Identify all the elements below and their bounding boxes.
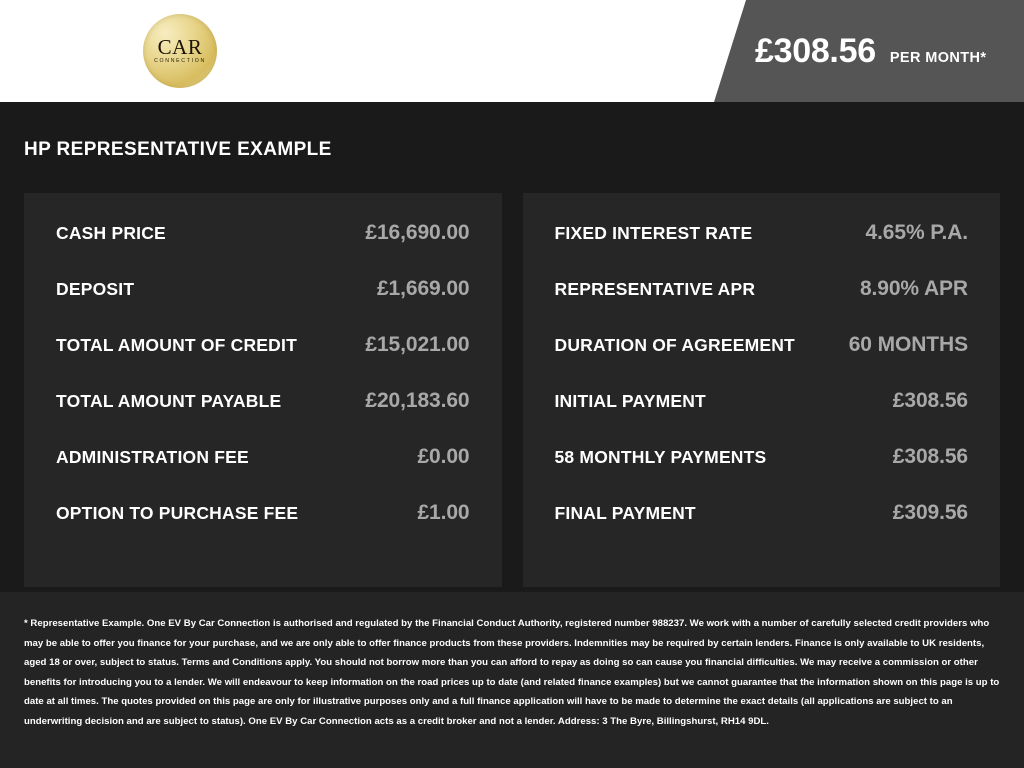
row-value: 4.65% P.A. (865, 221, 968, 244)
row-value: £309.56 (892, 501, 968, 524)
table-row: CASH PRICE £16,690.00 (56, 221, 470, 277)
page-header: CAR CONNECTION £308.56 PER MONTH* (0, 0, 1024, 102)
disclaimer-footer: * Representative Example. One EV By Car … (0, 592, 1024, 768)
finance-summary-left: CASH PRICE £16,690.00 DEPOSIT £1,669.00 … (24, 193, 502, 587)
row-value: £308.56 (892, 445, 968, 468)
row-value: £15,021.00 (365, 333, 470, 356)
row-value: £16,690.00 (365, 221, 470, 244)
monthly-price-period: PER MONTH* (889, 50, 987, 66)
table-row: OPTION TO PURCHASE FEE £1.00 (56, 501, 470, 557)
monthly-price-content: £308.56 PER MONTH* (755, 34, 986, 68)
logo-primary-text: CAR (157, 35, 203, 60)
row-label: ADMINISTRATION FEE (56, 447, 249, 467)
row-value: £1,669.00 (376, 277, 470, 300)
main-content: HP REPRESENTATIVE EXAMPLE CASH PRICE £16… (0, 102, 1024, 587)
row-value: 60 MONTHS (848, 333, 968, 356)
table-row: ADMINISTRATION FEE £0.00 (56, 445, 470, 501)
row-label: DEPOSIT (56, 279, 135, 299)
row-label: CASH PRICE (56, 223, 166, 243)
table-row: REPRESENTATIVE APR 8.90% APR (555, 277, 969, 333)
row-label: TOTAL AMOUNT PAYABLE (56, 391, 282, 411)
row-label: REPRESENTATIVE APR (554, 279, 756, 299)
row-label: DURATION OF AGREEMENT (554, 335, 795, 355)
row-label: 58 MONTHLY PAYMENTS (554, 447, 767, 467)
row-value: £0.00 (417, 445, 470, 468)
row-value: £20,183.60 (365, 389, 470, 412)
row-value: £308.56 (892, 389, 968, 412)
row-value: £1.00 (417, 501, 470, 524)
row-label: TOTAL AMOUNT OF CREDIT (56, 335, 297, 355)
table-row: 58 MONTHLY PAYMENTS £308.56 (555, 445, 969, 501)
table-row: DEPOSIT £1,669.00 (56, 277, 470, 333)
monthly-price-amount: £308.56 (755, 32, 876, 70)
row-label: FINAL PAYMENT (554, 503, 696, 523)
row-label: FIXED INTEREST RATE (554, 223, 753, 243)
finance-summary-panels: CASH PRICE £16,690.00 DEPOSIT £1,669.00 … (24, 193, 1000, 587)
logo-secondary-text: CONNECTION (154, 58, 206, 65)
row-label: OPTION TO PURCHASE FEE (56, 503, 299, 523)
monthly-price-banner: £308.56 PER MONTH* (714, 0, 1024, 102)
row-value: 8.90% APR (859, 277, 968, 300)
finance-summary-right: FIXED INTEREST RATE 4.65% P.A. REPRESENT… (522, 193, 1000, 587)
table-row: TOTAL AMOUNT PAYABLE £20,183.60 (56, 389, 470, 445)
row-label: INITIAL PAYMENT (554, 391, 706, 411)
table-row: FIXED INTEREST RATE 4.65% P.A. (555, 221, 969, 277)
table-row: FINAL PAYMENT £309.56 (555, 501, 969, 557)
page-title: HP REPRESENTATIVE EXAMPLE (24, 139, 332, 160)
disclaimer-text: * Representative Example. One EV By Car … (24, 618, 1000, 727)
table-row: TOTAL AMOUNT OF CREDIT £15,021.00 (56, 333, 470, 389)
car-connection-logo: CAR CONNECTION (143, 14, 217, 88)
table-row: INITIAL PAYMENT £308.56 (555, 389, 969, 445)
table-row: DURATION OF AGREEMENT 60 MONTHS (555, 333, 969, 389)
